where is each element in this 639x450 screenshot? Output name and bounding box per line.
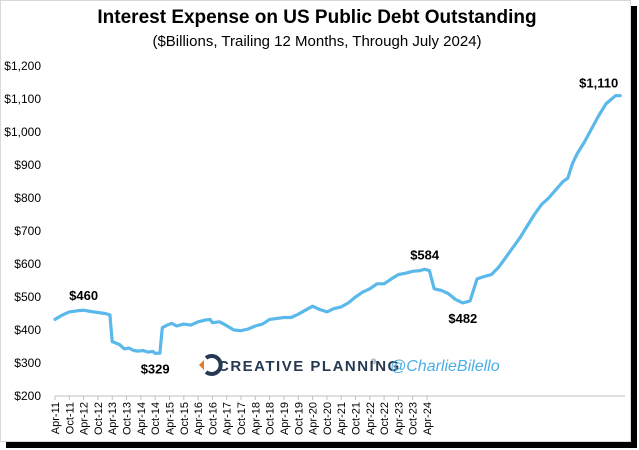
y-tick-label: $300 bbox=[14, 356, 41, 370]
annotation-layer: $460 $329 $584 $482 $1,110 bbox=[69, 76, 618, 377]
y-axis: $200 $300 $400 $500 $600 $700 $800 $900 $1,000 $1… bbox=[4, 59, 41, 403]
x-tick-label: Apr-15 bbox=[164, 402, 176, 435]
y-tick-label: $500 bbox=[14, 290, 41, 304]
x-tick-label: Apr-22 bbox=[365, 402, 377, 435]
x-tick-label: Apr-11 bbox=[50, 402, 62, 434]
y-tick-label: $700 bbox=[14, 224, 41, 238]
x-tick-label: Oct-22 bbox=[379, 402, 391, 435]
x-tick-label: Apr-12 bbox=[79, 402, 91, 435]
x-tick-label: Apr-20 bbox=[308, 402, 320, 435]
y-tick-label: $900 bbox=[14, 158, 41, 172]
x-tick-label: Oct-23 bbox=[408, 402, 420, 435]
x-tick-label: Apr-23 bbox=[393, 402, 405, 435]
y-tick-label: $400 bbox=[14, 323, 41, 337]
x-tick-label: Oct-17 bbox=[236, 402, 248, 435]
x-tick-label: Apr-18 bbox=[250, 402, 262, 435]
x-tick-label: Oct-11 bbox=[64, 402, 76, 434]
x-tick-label: Oct-12 bbox=[93, 402, 105, 435]
brand-logo: CREATIVE PLANNING ® bbox=[199, 354, 401, 376]
y-tick-label: $200 bbox=[14, 389, 41, 403]
x-tick-label: Apr-24 bbox=[422, 402, 434, 435]
brand-logo-accent bbox=[199, 360, 204, 370]
x-tick-label: Oct-15 bbox=[179, 402, 191, 435]
x-tick-label: Apr-16 bbox=[193, 402, 205, 435]
series-layer bbox=[53, 94, 622, 355]
y-tick-label: $800 bbox=[14, 191, 41, 205]
x-tick-label: Apr-21 bbox=[336, 402, 348, 435]
x-tick-label: Apr-14 bbox=[136, 402, 148, 435]
x-tick-label: Apr-19 bbox=[279, 402, 291, 435]
brand-logo-icon bbox=[204, 354, 223, 376]
data-label: $584 bbox=[410, 247, 440, 262]
chart-frame bbox=[0, 0, 631, 442]
chart-subtitle: ($Billions, Trailing 12 Months, Through … bbox=[152, 33, 481, 50]
data-label: $329 bbox=[141, 361, 170, 376]
series-line bbox=[53, 94, 622, 355]
y-tick-label: $1,100 bbox=[4, 92, 41, 106]
author-handle: @CharlieBilello bbox=[390, 358, 500, 375]
brand-trademark: ® bbox=[371, 358, 377, 366]
data-label: $482 bbox=[448, 311, 477, 326]
x-tick-label: Oct-21 bbox=[351, 402, 363, 435]
x-tick-label: Apr-17 bbox=[222, 402, 234, 435]
data-label: $1,110 bbox=[579, 76, 618, 91]
y-tick-label: $1,000 bbox=[4, 125, 41, 139]
y-tick-label: $600 bbox=[14, 257, 41, 271]
x-tick-label: Oct-20 bbox=[322, 402, 334, 435]
x-tick-label: Oct-16 bbox=[207, 402, 219, 435]
x-axis: Apr-11 Oct-11 Apr-12 Oct-12 Apr-13 Oct-13 Apr-… bbox=[50, 395, 625, 435]
chart-title: Interest Expense on US Public Debt Outst… bbox=[97, 7, 536, 28]
x-tick-label: Oct-18 bbox=[265, 402, 277, 435]
y-tick-label: $1,200 bbox=[4, 59, 41, 73]
x-tick-label: Oct-19 bbox=[293, 402, 305, 435]
x-tick-label: Oct-14 bbox=[150, 402, 162, 435]
brand-name: CREATIVE PLANNING bbox=[218, 358, 401, 375]
data-label: $460 bbox=[69, 288, 98, 303]
x-tick-label: Apr-13 bbox=[107, 402, 119, 435]
x-tick-label: Oct-13 bbox=[122, 402, 134, 435]
